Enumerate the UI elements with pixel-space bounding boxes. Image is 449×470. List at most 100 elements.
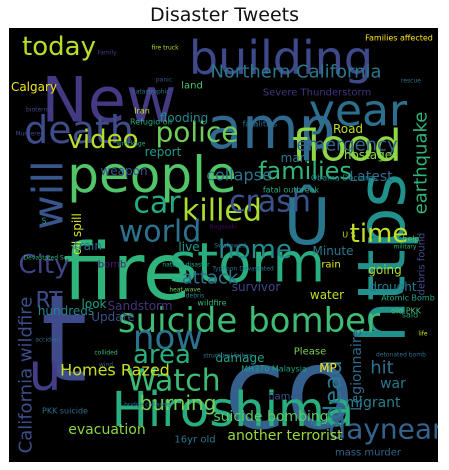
word-catastrophic-109: catastrophic [132, 89, 169, 96]
word-swallowed-97: Swallowed [214, 243, 246, 250]
word-pkk-suicide-86: PKK suicide [42, 407, 88, 416]
word-damage-65: damage [215, 351, 264, 365]
word-https-3: https [344, 173, 421, 343]
word-going-67: going [368, 263, 402, 277]
wordcloud-background [9, 28, 438, 462]
word-survivor-53: survivor [232, 280, 281, 294]
word-flood-10: flood [292, 121, 401, 172]
word-daynear-17: daynear [328, 413, 438, 446]
word-families-20: families [258, 157, 352, 185]
word-mh370-malaysia-87: MH370 Malaysia [241, 365, 307, 374]
word-hostage-61: hostage [344, 148, 392, 162]
word-hit-36: hit [370, 358, 393, 379]
word-sandstorm-56: Sandstorm [108, 299, 173, 313]
word-year-13: year [309, 86, 408, 137]
word-weapon-52: weapon [100, 164, 147, 178]
word-dead-35: dead [319, 360, 347, 420]
word-land-74: land [181, 81, 203, 92]
word-debris-found-77: debris found [417, 233, 428, 296]
word-military-111: military [394, 244, 417, 251]
word-bomb-62: bomb [98, 260, 127, 271]
word-t-0: t [40, 271, 87, 410]
word-collapse-41: collapse [206, 166, 272, 185]
word-oil-spill-57: oil spill [70, 213, 84, 255]
word-old-pkk-88: old PKK [391, 307, 422, 316]
word-murderer-108: Murderer [15, 131, 43, 138]
word-latest-42: Latest [349, 169, 393, 185]
word-help-93: help [402, 235, 419, 244]
word-fire-truck-103: fire truck [151, 45, 179, 52]
word-rt-32: RT [35, 289, 63, 314]
word-u-s-92: U S [342, 231, 355, 240]
word-report-71: report [145, 145, 182, 159]
word-look-70: look [82, 297, 107, 311]
word-water-55: water [310, 288, 344, 302]
word-emergency-39: emergency [296, 135, 398, 156]
word-please-78: Please [294, 347, 326, 358]
word-will-14: will [24, 160, 73, 229]
word-heat-wave-117: heat wave [169, 287, 201, 294]
word-war-49: war [380, 376, 406, 392]
word-another-terrorist-46: another terrorist [227, 428, 343, 444]
word-u-11: u [29, 343, 62, 403]
word-family-100: Family [97, 50, 117, 57]
word-california-wildfire-37: California wildfire [16, 297, 37, 454]
word-road-60: Road [333, 122, 363, 136]
word-now-23: now [133, 318, 203, 358]
word-attack-40: attack [182, 268, 239, 289]
word-fire-2: fire [63, 228, 190, 318]
word-burning-38: burning [140, 391, 217, 415]
word-evacuation-45: evacuation [68, 422, 145, 438]
word-mass-murder-76: mass murder [335, 448, 402, 459]
chart-title: Disaster Tweets [149, 4, 300, 26]
word-obama-declares-80: Obama Declares [311, 174, 377, 183]
word-time-28: time [350, 219, 409, 249]
word-hiroshima-6: Hiroshima [112, 382, 354, 438]
word-life-107: life [418, 331, 427, 338]
word-refugio-oil-94: Refugio oil [130, 118, 172, 127]
word-accident-99: accident [35, 337, 61, 344]
word-wind-105: wind [99, 362, 113, 369]
word-home-29: home [218, 235, 292, 265]
word-ignored-113: ignored [311, 420, 334, 427]
word-killed-19: killed [182, 194, 262, 229]
word-debris-110: debris [186, 293, 205, 300]
word-amp-5: amp [207, 94, 336, 162]
word-panic-114: panic [156, 77, 172, 84]
word-update-64: Update [91, 310, 134, 324]
word-suicide-bombing-44: suicide bombing [213, 409, 328, 425]
word-nagasaki-112: Nagasaki [209, 224, 237, 231]
word-northern-california-34: Northern California [210, 62, 381, 83]
word-video-25: video [67, 125, 138, 155]
word-iran-84: Iran [134, 107, 150, 116]
word-flooding-50: flooding [160, 111, 208, 125]
word-death-15: death [24, 108, 134, 152]
word-city-31: City [19, 250, 70, 280]
word-crash-22: crash [229, 185, 311, 220]
word-rain-73: rain [321, 260, 340, 271]
word-homes-razed-43: Homes Razed [60, 361, 170, 380]
word-man-59: man [281, 151, 308, 165]
word-collided-95: collided [94, 350, 117, 357]
word-detonated-bomb-102: detonated bomb [376, 352, 426, 359]
word-rescue-118: rescue [401, 78, 421, 85]
word-suicide-bomber-16: suicide bomber [118, 301, 380, 341]
word-world-26: world [119, 215, 202, 250]
word-said-89: said [402, 311, 418, 320]
word-severe-thunderstorm-72: Severe Thunderstorm [263, 88, 371, 99]
word-drought-54: drought [369, 280, 416, 294]
word-storm-7: storm [169, 232, 325, 295]
word-calgary-51: Calgary [11, 80, 57, 94]
word-atomic-bomb-81: Atomic Bomb [381, 294, 435, 303]
word-people-8: people [67, 146, 236, 204]
word-mp-66: MP [319, 361, 337, 375]
word-natural-disaster-98: natural disaster [162, 262, 210, 269]
word-car-27: car [133, 186, 181, 221]
word-co-1: co [224, 325, 354, 455]
word-earthquake-33: earthquake [411, 112, 432, 215]
word-bioterror-116: bioterror [26, 107, 53, 114]
word-watch-24: Watch [127, 364, 220, 399]
word-minute-63: Minute [313, 244, 354, 258]
